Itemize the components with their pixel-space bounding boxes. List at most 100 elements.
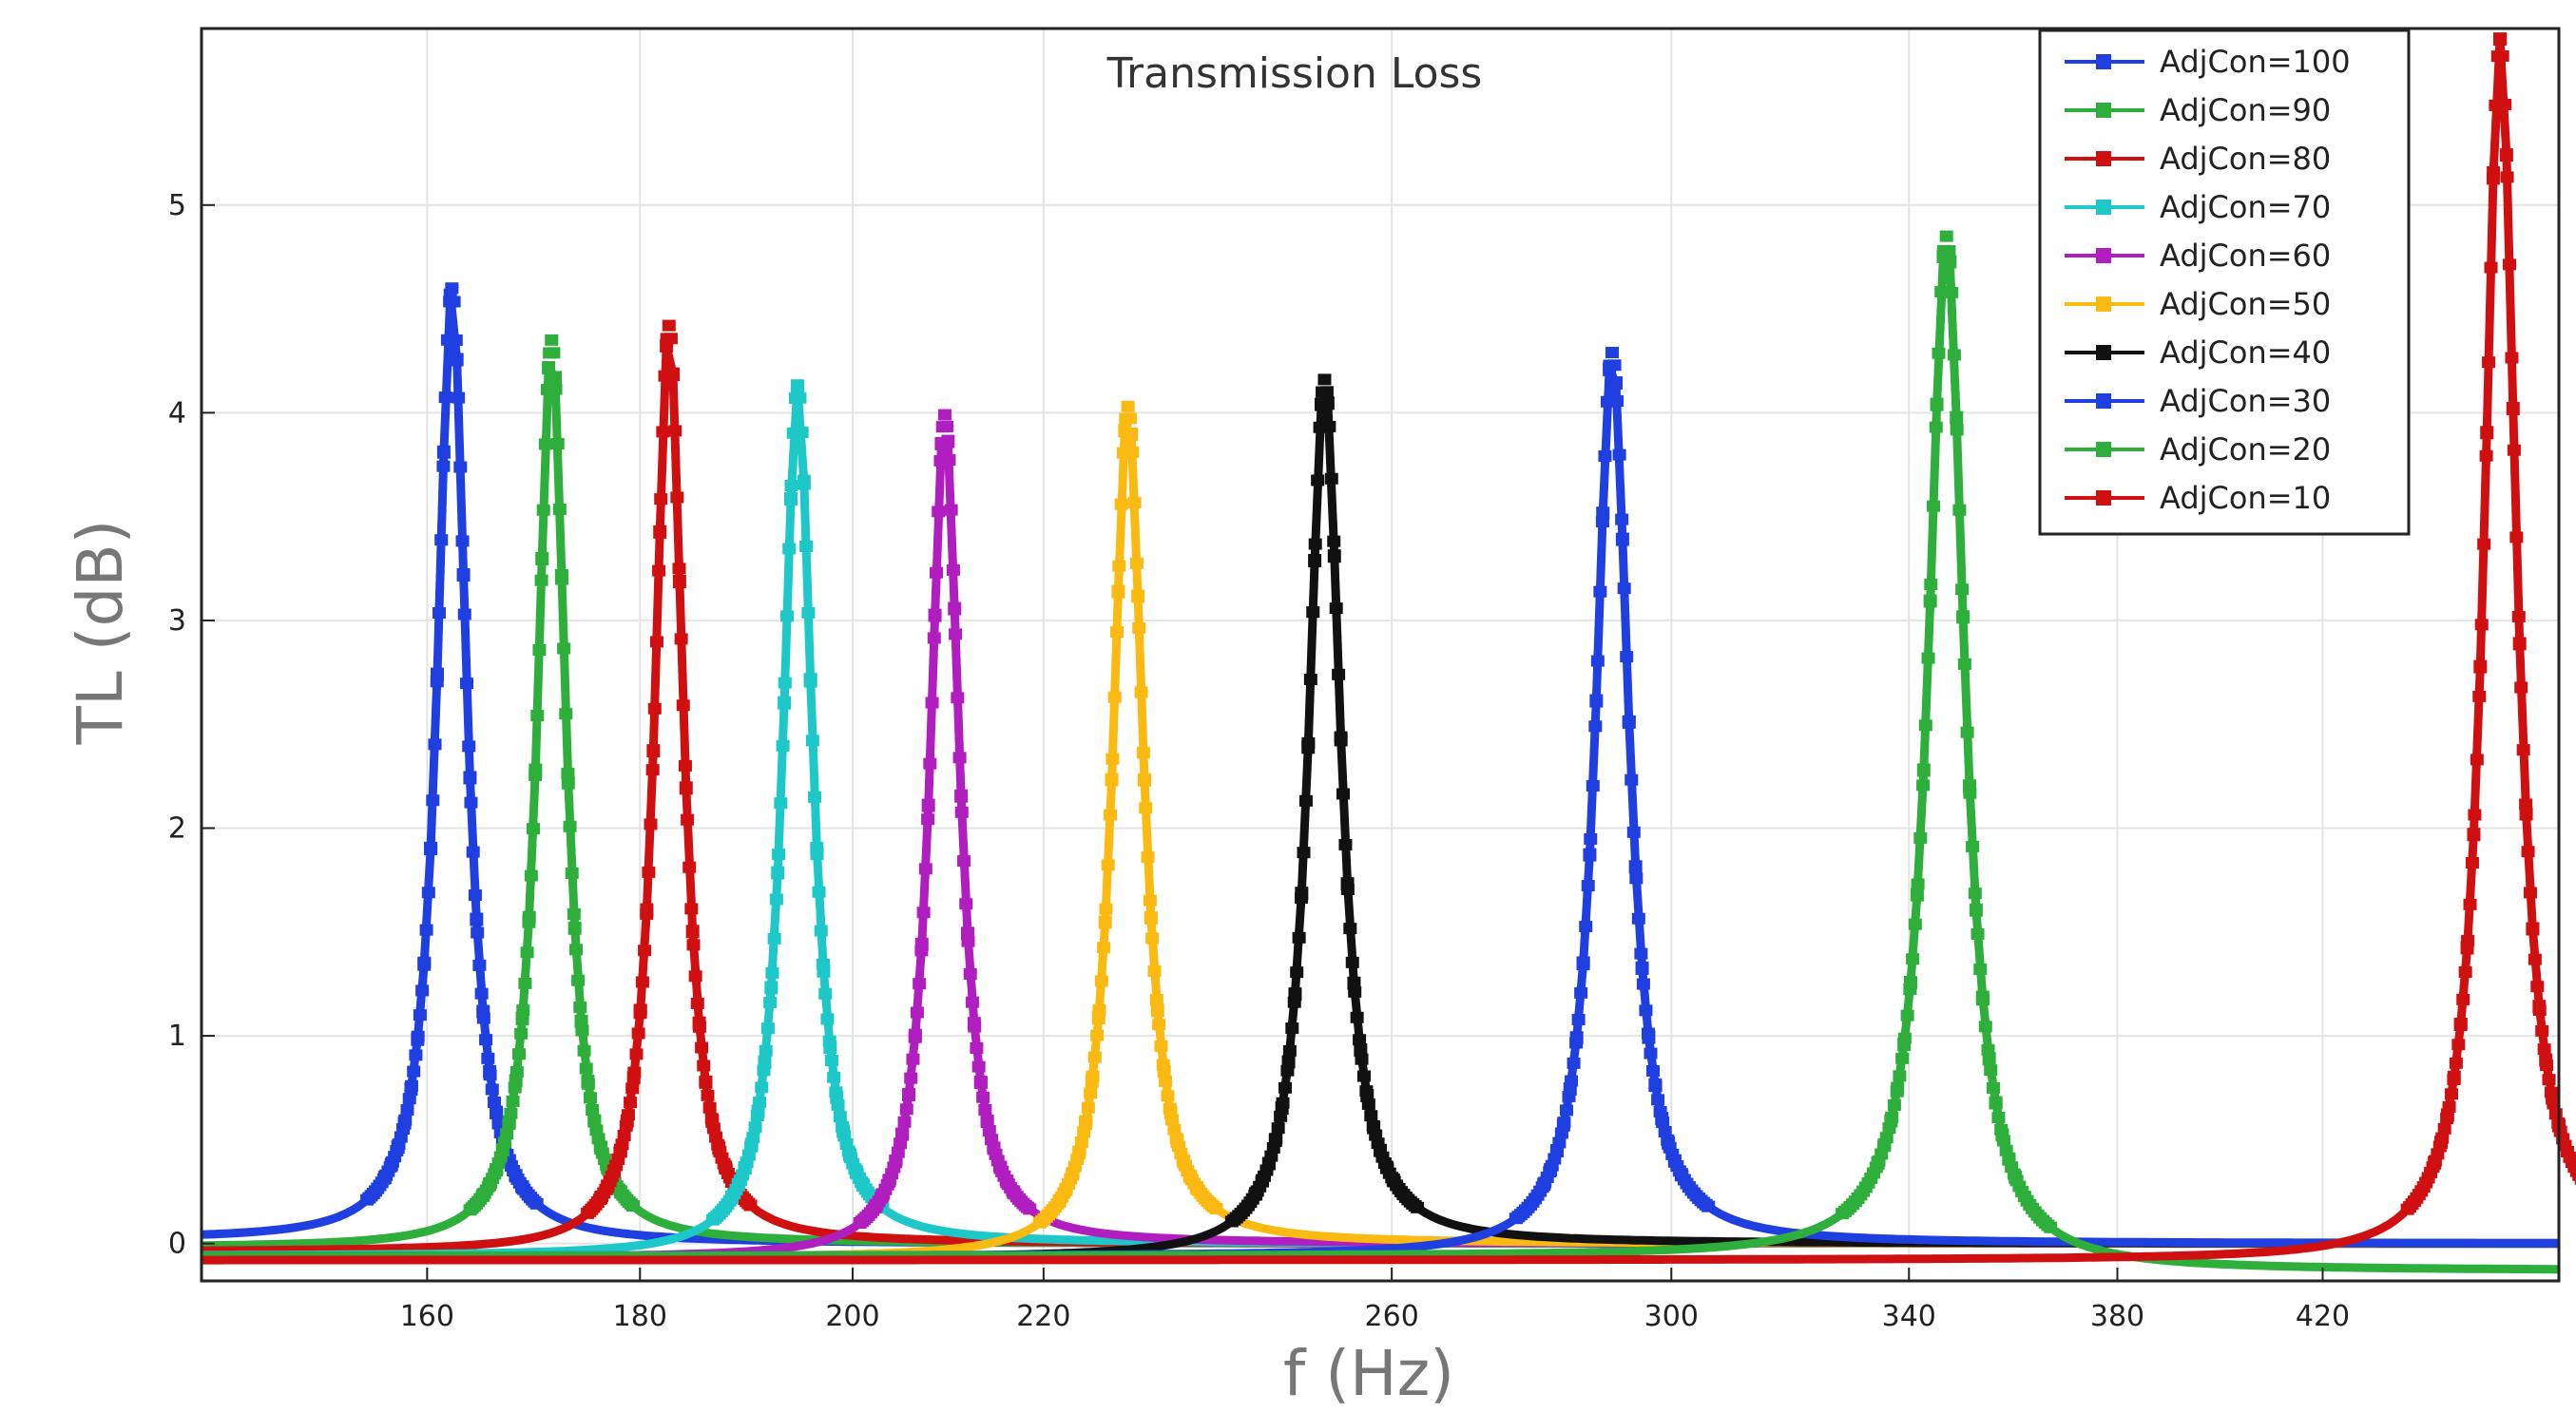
peak-marker xyxy=(1887,1099,1901,1112)
peak-marker xyxy=(579,1062,593,1075)
peak-marker xyxy=(1327,535,1341,547)
peak-marker xyxy=(1090,1029,1105,1041)
peak-marker xyxy=(1322,420,1336,432)
peak-marker xyxy=(1139,802,1153,814)
peak-marker xyxy=(561,767,575,779)
peak-marker xyxy=(1991,1112,2006,1124)
peak-marker xyxy=(1576,956,1590,968)
peak-marker xyxy=(695,1041,709,1054)
peak-marker xyxy=(1149,994,1163,1006)
series-marker xyxy=(463,771,477,785)
peak-marker xyxy=(627,1066,642,1079)
series-marker xyxy=(1144,911,1158,926)
peak-marker xyxy=(1077,1126,1091,1138)
peak-marker xyxy=(1271,1122,1285,1135)
peak-marker xyxy=(678,759,692,772)
peak-marker xyxy=(2493,32,2508,45)
peak-marker xyxy=(1332,668,1346,680)
peak-marker xyxy=(1143,894,1157,907)
peak-marker xyxy=(504,1107,518,1119)
x-tick-label: 260 xyxy=(1365,1300,1419,1333)
peak-marker xyxy=(1631,912,1645,925)
peak-marker xyxy=(1595,516,1609,528)
peak-marker xyxy=(428,738,442,751)
peak-marker xyxy=(1343,923,1357,935)
peak-marker xyxy=(1334,731,1348,743)
peak-marker xyxy=(1593,585,1607,598)
peak-marker xyxy=(563,820,577,832)
peak-marker xyxy=(780,610,795,622)
peak-marker xyxy=(500,1128,514,1140)
peak-marker xyxy=(927,632,941,644)
peak-marker xyxy=(449,334,463,346)
peak-marker xyxy=(925,697,939,709)
peak-marker xyxy=(1913,831,1928,844)
peak-marker xyxy=(959,898,973,910)
peak-marker xyxy=(820,1013,835,1025)
series-marker xyxy=(2480,426,2494,440)
series-marker xyxy=(1131,589,1145,603)
peak-marker xyxy=(1072,1145,1086,1157)
peak-marker xyxy=(918,863,932,875)
peak-marker xyxy=(810,841,824,853)
legend-label: AdjCon=30 xyxy=(2160,383,2331,419)
peak-marker xyxy=(805,735,819,747)
peak-marker xyxy=(1329,602,1343,615)
peak-marker xyxy=(684,903,699,915)
peak-marker xyxy=(913,978,927,990)
series-marker xyxy=(948,601,962,616)
peak-marker xyxy=(1624,773,1639,786)
peak-marker xyxy=(791,379,805,391)
peak-marker xyxy=(968,1021,982,1033)
peak-marker xyxy=(1581,880,1595,892)
peak-marker xyxy=(2498,98,2512,110)
series-marker xyxy=(1327,549,1341,563)
peak-marker xyxy=(1145,932,1160,945)
series-marker xyxy=(2519,807,2533,821)
peak-marker xyxy=(2445,1088,2459,1100)
peak-marker xyxy=(583,1092,597,1104)
peak-marker xyxy=(914,945,929,957)
x-tick-label: 380 xyxy=(2090,1300,2144,1333)
peak-marker xyxy=(631,1027,645,1040)
peak-marker xyxy=(1125,446,1140,458)
series-marker xyxy=(450,353,464,367)
legend-label: AdjCon=70 xyxy=(2160,189,2331,225)
series-marker xyxy=(2506,401,2520,415)
peak-marker xyxy=(676,699,690,712)
peak-marker xyxy=(2484,261,2498,274)
series-marker xyxy=(1354,1043,1368,1058)
peak-marker xyxy=(916,907,931,919)
legend-marker xyxy=(2096,248,2111,263)
peak-marker xyxy=(1978,1021,1992,1033)
peak-marker xyxy=(954,806,969,818)
peak-marker xyxy=(1932,347,1946,359)
peak-marker xyxy=(763,997,778,1009)
peak-marker xyxy=(930,566,944,579)
legend-marker xyxy=(2096,151,2111,166)
peak-marker xyxy=(2507,444,2521,456)
peak-marker xyxy=(1156,1059,1170,1071)
peak-marker xyxy=(2526,922,2540,934)
peak-marker xyxy=(1121,400,1135,412)
peak-marker xyxy=(759,1044,773,1057)
peak-marker xyxy=(1960,726,1974,738)
peak-marker xyxy=(940,420,954,432)
peak-marker xyxy=(476,1012,490,1024)
peak-marker xyxy=(1097,942,1111,954)
peak-marker xyxy=(1644,1047,1658,1060)
peak-marker xyxy=(656,426,670,438)
peak-marker xyxy=(1950,424,1964,436)
peak-marker xyxy=(682,861,697,873)
peak-marker xyxy=(961,935,975,947)
peak-marker xyxy=(963,967,977,980)
peak-marker xyxy=(402,1093,416,1105)
peak-marker xyxy=(1105,753,1120,765)
peak-marker xyxy=(2503,258,2517,271)
series-marker xyxy=(2499,148,2513,162)
peak-marker xyxy=(1897,1032,1912,1044)
peak-marker xyxy=(534,574,548,586)
peak-marker xyxy=(899,1103,913,1116)
peak-marker xyxy=(836,1120,850,1133)
peak-marker xyxy=(2511,610,2526,622)
